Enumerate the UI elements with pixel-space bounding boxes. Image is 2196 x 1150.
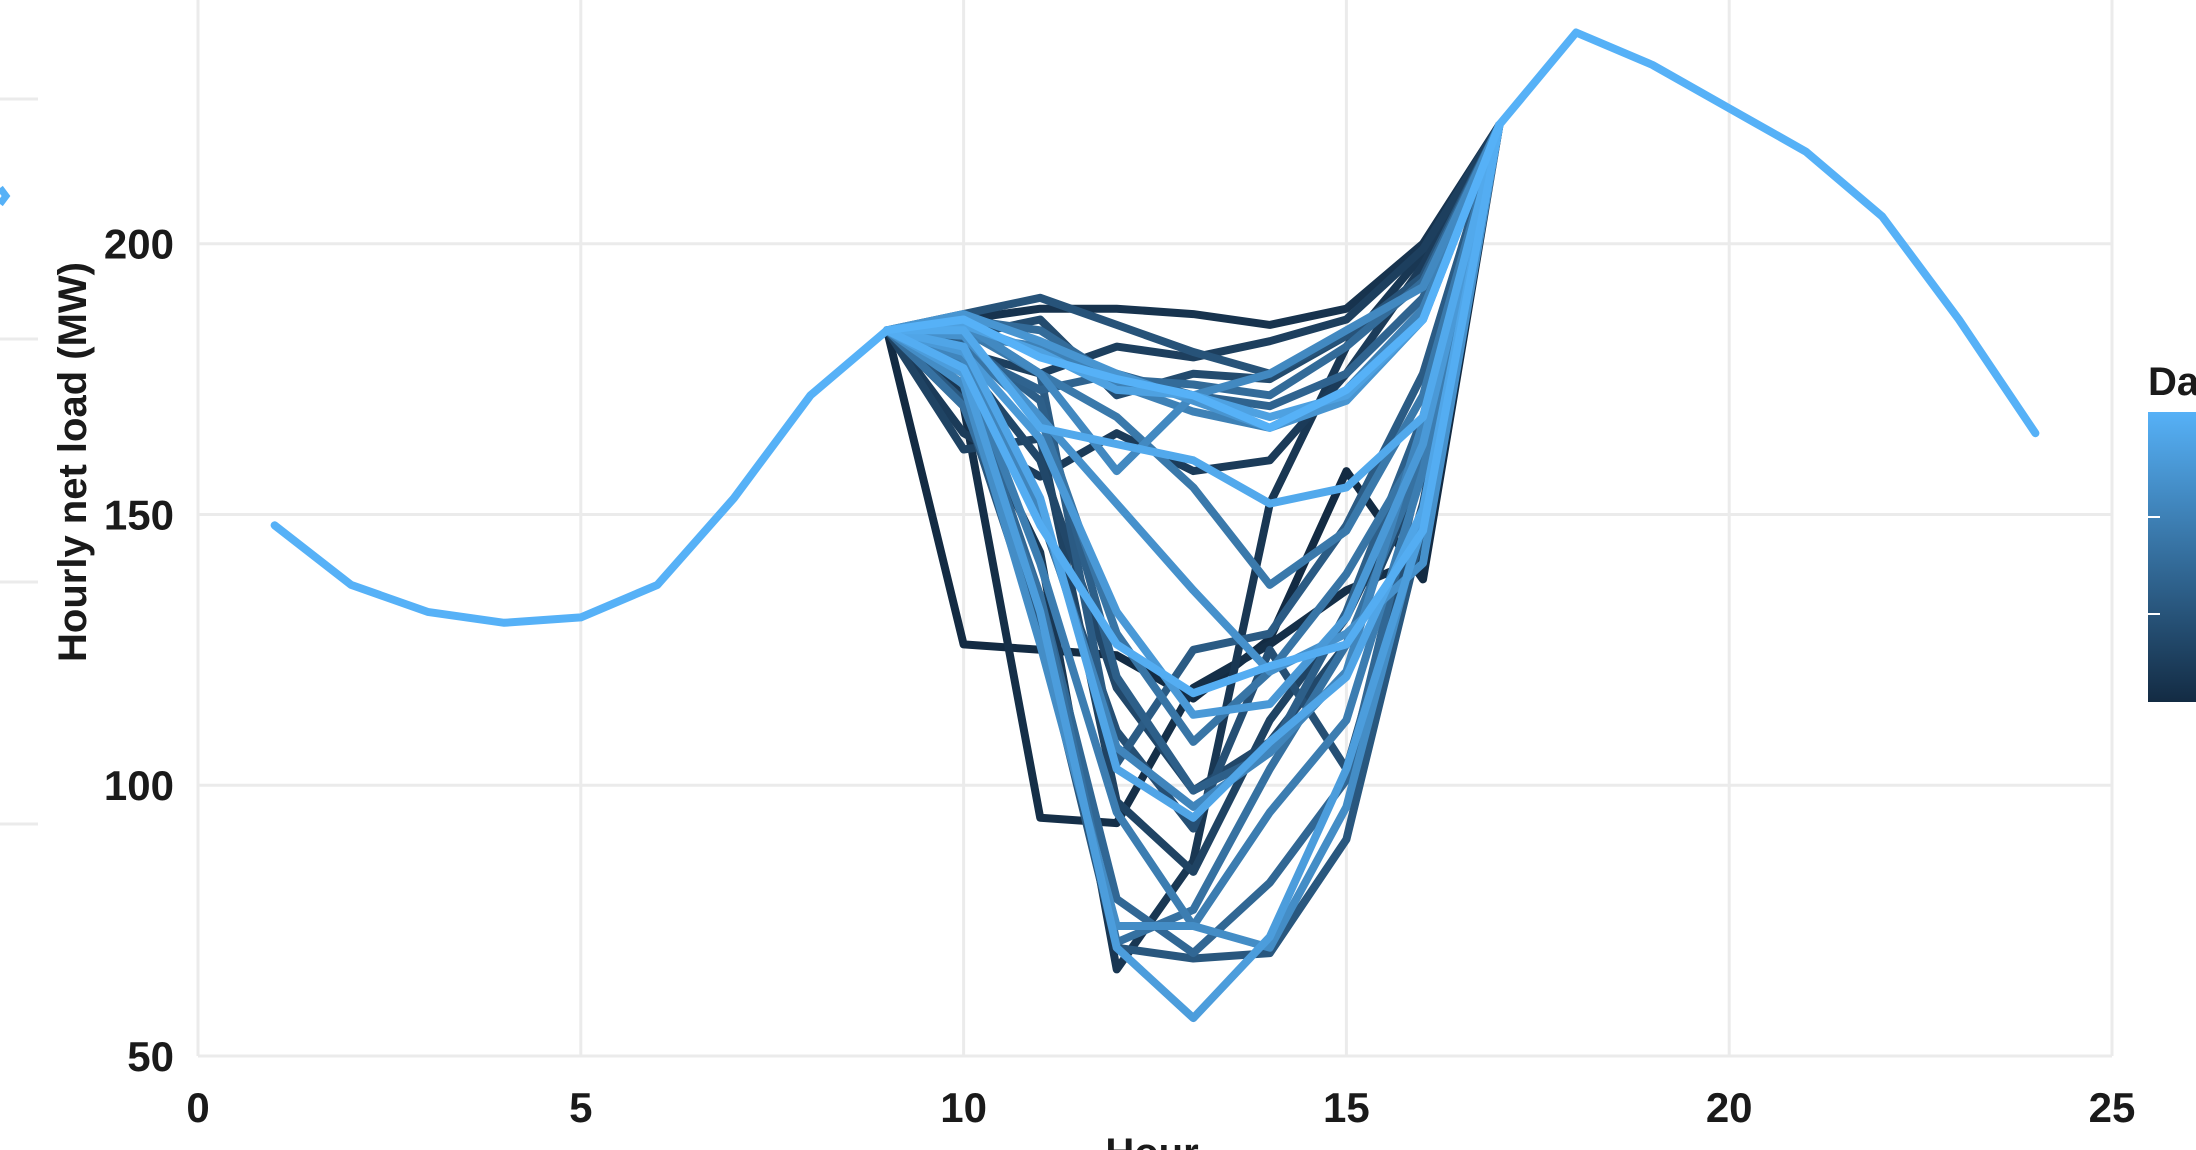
day-profile-line (883, 120, 1504, 746)
day-profile-line (883, 120, 1504, 698)
x-axis-title: Hour (1105, 1131, 1198, 1150)
day-profile-line (883, 120, 1504, 719)
x-tick-label: 20 (1706, 1084, 1753, 1131)
x-tick-label: 0 (186, 1084, 209, 1131)
morning-profile-line (270, 326, 891, 627)
y-tick-label: 200 (104, 221, 174, 268)
y-tick-label: 50 (127, 1033, 174, 1080)
y-axis-title: Hourly net load (MW) (51, 262, 95, 662)
day-profile-line (883, 120, 1504, 335)
left-panel-fragment (0, 97, 38, 826)
day-profile-line (883, 120, 1504, 508)
x-tick-label: 10 (940, 1084, 987, 1131)
series-group (270, 28, 2040, 1023)
x-tick-label: 25 (2089, 1084, 2136, 1131)
y-tick-label: 100 (104, 762, 174, 809)
day-profile-line (883, 120, 1504, 811)
grid (196, 0, 2114, 1058)
legend-colorbar (2148, 412, 2196, 702)
x-tick-label: 5 (569, 1084, 592, 1131)
day-profile-line (883, 120, 1504, 1023)
left-panel-line (0, 185, 11, 207)
tick-labels: 0 5 10 15 20 25 50 100 150 200 (104, 221, 2135, 1131)
day-profile-line (883, 120, 1504, 432)
legend-title: Da (2148, 360, 2196, 404)
x-tick-label: 15 (1323, 1084, 1370, 1131)
y-tick-label: 150 (104, 491, 174, 538)
evening-profile-line (1495, 28, 2040, 438)
day-profile-line (883, 120, 1504, 378)
legend: Da (2148, 360, 2196, 702)
